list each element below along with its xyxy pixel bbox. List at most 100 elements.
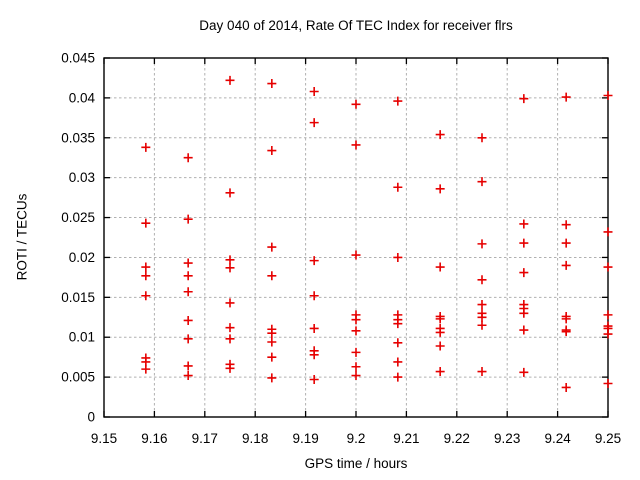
data-point-marker xyxy=(519,268,529,278)
axis-ticks xyxy=(103,57,609,418)
y-tick-label: 0.015 xyxy=(61,290,95,305)
data-point-marker xyxy=(225,334,235,344)
data-point-marker xyxy=(561,314,571,324)
data-points xyxy=(141,75,613,392)
data-point-marker xyxy=(309,323,319,333)
data-point-marker xyxy=(225,363,235,373)
x-tick-label: 9.21 xyxy=(393,431,419,446)
data-point-marker xyxy=(477,367,487,377)
data-point-marker xyxy=(435,184,445,194)
x-tick-label: 9.24 xyxy=(544,431,571,446)
data-point-marker xyxy=(561,382,571,392)
data-point-marker xyxy=(435,341,445,351)
data-point-marker xyxy=(393,252,403,262)
data-point-marker xyxy=(225,323,235,333)
data-point-marker xyxy=(351,315,361,325)
data-point-marker xyxy=(477,312,487,322)
data-point-marker xyxy=(477,275,487,285)
data-point-marker xyxy=(267,373,277,383)
data-point-marker xyxy=(477,320,487,330)
data-point-marker xyxy=(393,182,403,192)
data-point-marker xyxy=(351,99,361,109)
data-point-marker xyxy=(225,75,235,85)
data-point-marker xyxy=(225,255,235,265)
x-tick-label: 9.15 xyxy=(91,431,117,446)
data-point-marker xyxy=(603,378,613,388)
data-point-marker xyxy=(351,362,361,372)
data-point-marker xyxy=(561,238,571,248)
data-point-marker xyxy=(225,263,235,273)
x-tick-label: 9.23 xyxy=(494,431,520,446)
data-point-marker xyxy=(603,310,613,320)
data-point-marker xyxy=(435,130,445,140)
data-point-marker xyxy=(477,239,487,249)
data-point-marker xyxy=(351,347,361,357)
data-point-marker xyxy=(603,262,613,272)
data-point-marker xyxy=(393,357,403,367)
data-point-marker xyxy=(267,79,277,89)
data-point-marker xyxy=(309,350,319,360)
data-point-marker xyxy=(477,177,487,187)
data-point-marker xyxy=(183,315,193,325)
tick-labels: 9.15 9.16 9.17 9.18 9.19 9.2 9.21 9.22 9.23 9.24 9… xyxy=(61,51,621,447)
chart-title: Day 040 of 2014, Rate Of TEC Index for r… xyxy=(199,18,513,33)
data-point-marker xyxy=(309,291,319,301)
x-tick-label: 9.22 xyxy=(444,431,470,446)
data-point-marker xyxy=(435,314,445,324)
data-point-marker xyxy=(225,188,235,198)
y-tick-label: 0.035 xyxy=(61,130,95,145)
x-tick-label: 9.17 xyxy=(192,431,218,446)
data-point-marker xyxy=(519,367,529,377)
data-point-marker xyxy=(519,219,529,229)
data-point-marker xyxy=(519,94,529,104)
data-point-marker xyxy=(183,371,193,381)
data-point-marker xyxy=(603,90,613,100)
data-point-marker xyxy=(183,271,193,281)
data-point-marker xyxy=(267,328,277,338)
y-tick-label: 0.02 xyxy=(69,250,95,265)
y-tick-label: 0 xyxy=(87,410,95,425)
data-point-marker xyxy=(183,258,193,268)
y-tick-label: 0.01 xyxy=(69,330,95,345)
x-tick-label: 9.19 xyxy=(292,431,318,446)
data-point-marker xyxy=(183,153,193,163)
data-point-marker xyxy=(183,334,193,344)
data-point-marker xyxy=(351,371,361,381)
data-point-marker xyxy=(141,291,151,301)
data-point-marker xyxy=(477,133,487,143)
data-point-marker xyxy=(309,118,319,128)
data-point-marker xyxy=(183,361,193,371)
data-point-marker xyxy=(225,298,235,308)
data-point-marker xyxy=(141,262,151,272)
y-tick-label: 0.045 xyxy=(61,51,95,66)
y-tick-label: 0.03 xyxy=(69,170,95,185)
y-tick-label: 0.04 xyxy=(69,90,96,105)
data-point-marker xyxy=(267,146,277,156)
data-point-marker xyxy=(267,271,277,281)
data-point-marker xyxy=(393,372,403,382)
data-point-marker xyxy=(603,227,613,237)
data-point-marker xyxy=(183,287,193,297)
data-point-marker xyxy=(393,96,403,106)
data-point-marker xyxy=(309,256,319,266)
data-point-marker xyxy=(561,260,571,270)
data-point-marker xyxy=(435,367,445,377)
data-point-marker xyxy=(561,220,571,230)
data-point-marker xyxy=(393,319,403,329)
x-tick-label: 9.16 xyxy=(141,431,167,446)
data-point-marker xyxy=(351,140,361,150)
x-tick-label: 9.18 xyxy=(242,431,268,446)
data-point-marker xyxy=(351,250,361,260)
data-point-marker xyxy=(477,300,487,310)
data-point-marker xyxy=(183,214,193,224)
y-tick-label: 0.005 xyxy=(61,370,95,385)
data-point-marker xyxy=(519,308,529,318)
x-tick-label: 9.25 xyxy=(595,431,621,446)
data-point-marker xyxy=(141,142,151,152)
data-point-marker xyxy=(267,352,277,362)
data-point-marker xyxy=(309,375,319,385)
data-point-marker xyxy=(519,238,529,248)
data-point-marker xyxy=(561,92,571,102)
